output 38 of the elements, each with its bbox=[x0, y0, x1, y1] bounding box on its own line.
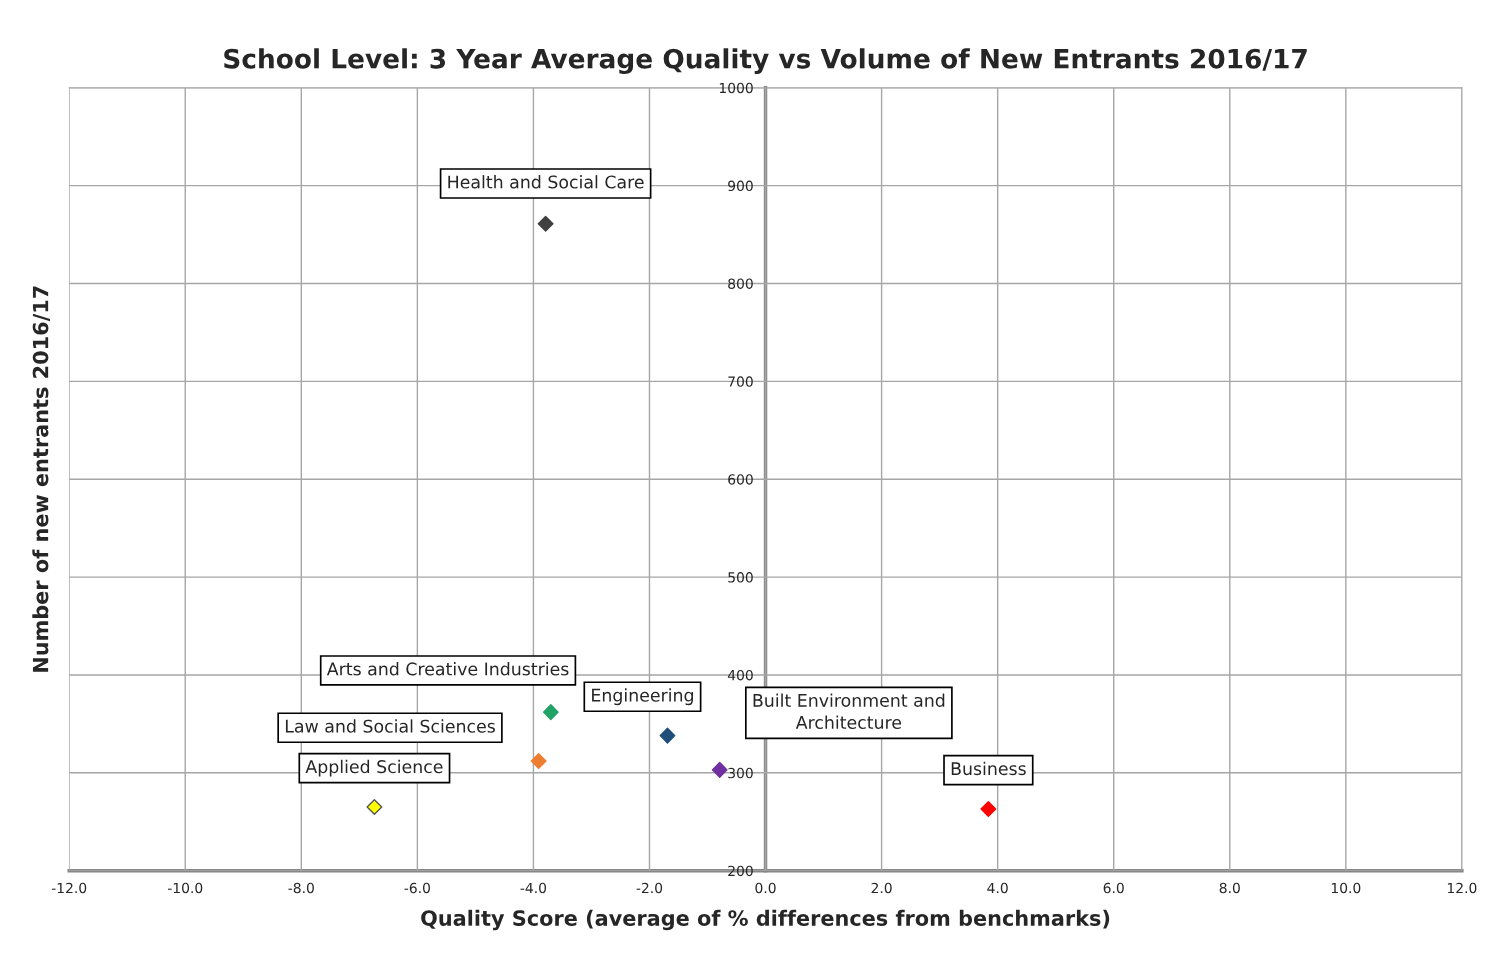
point bbox=[711, 761, 728, 778]
y-tick-label: 300 bbox=[728, 767, 753, 779]
x-tick-label: 2.0 bbox=[871, 882, 892, 894]
x-tick-label: 12.0 bbox=[1447, 882, 1477, 894]
x-tick-label: -8.0 bbox=[288, 882, 314, 894]
y-tick-label: 900 bbox=[728, 180, 753, 192]
x-axis-title: Quality Score (average of % differences from benchmarks) bbox=[421, 909, 1110, 931]
point bbox=[542, 704, 559, 721]
chart-title: School Level: 3 Year Average Quality vs Volume of New Entrants 2016/17 bbox=[224, 48, 1307, 74]
x-tick-label: 6.0 bbox=[1103, 882, 1124, 894]
series-label: Arts and Creative Industries bbox=[326, 662, 569, 676]
x-tick-label: 4.0 bbox=[987, 882, 1008, 894]
y-axis-title: Number of new entrants 2016/17 bbox=[32, 286, 51, 672]
text: Law and Social Sciences bbox=[285, 719, 495, 733]
y-tick-label: 600 bbox=[728, 474, 753, 485]
point bbox=[366, 799, 383, 816]
x-tick-label: 8.0 bbox=[1219, 882, 1240, 894]
point bbox=[980, 801, 997, 817]
series-label: Engineering bbox=[592, 688, 693, 706]
x-tick-label: -6.0 bbox=[404, 882, 430, 894]
x-tick-label: -12.0 bbox=[51, 882, 87, 894]
y-tick-label: 800 bbox=[728, 278, 753, 289]
y-tick-label: 500 bbox=[728, 572, 753, 583]
text: Built Environment and Architecture bbox=[753, 693, 945, 730]
x-tick-label: -10.0 bbox=[167, 882, 203, 894]
x-tick-label: 0.0 bbox=[755, 882, 776, 894]
series-label: Applied Science bbox=[305, 759, 443, 777]
y-tick-label: 400 bbox=[727, 669, 753, 681]
x-tick-label: 10.0 bbox=[1331, 882, 1361, 894]
series-label: Health and Social Care bbox=[448, 175, 644, 189]
y-tick-label: 700 bbox=[728, 376, 753, 387]
series-label: Business bbox=[951, 761, 1026, 776]
point bbox=[530, 753, 547, 770]
point bbox=[537, 215, 554, 232]
point bbox=[659, 727, 676, 744]
x-tick-label: -4.0 bbox=[520, 882, 547, 894]
y-tick-label: 1000 bbox=[719, 82, 753, 94]
x-tick-label: -2.0 bbox=[636, 882, 663, 894]
